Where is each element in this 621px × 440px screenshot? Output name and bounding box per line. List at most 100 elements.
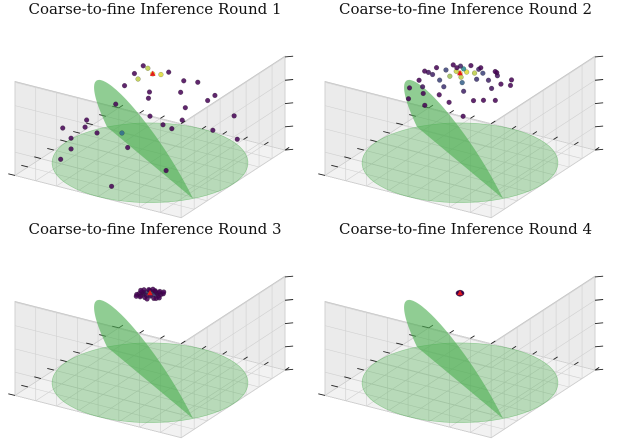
scatter-point xyxy=(166,69,172,75)
scatter-point xyxy=(480,70,486,76)
scatter-point xyxy=(125,145,131,151)
scatter-point xyxy=(492,97,498,103)
scatter-point xyxy=(420,90,426,96)
scatter-point xyxy=(471,98,477,104)
scatter-point xyxy=(422,68,428,74)
scatter-point xyxy=(234,136,240,142)
axis-ticks xyxy=(318,55,604,176)
chart-title: Coarse-to-fine Inference Round 1 xyxy=(28,0,282,18)
scatter-point xyxy=(231,113,237,119)
hemisphere-base xyxy=(51,122,249,203)
scatter-point xyxy=(205,98,211,104)
scatter-point xyxy=(122,83,128,89)
scatter-point xyxy=(147,113,153,119)
scatter-point xyxy=(507,82,513,88)
scatter-point xyxy=(498,81,504,87)
best-estimate-marker xyxy=(147,290,153,296)
scatter-point xyxy=(146,89,152,95)
scatter-point xyxy=(446,99,452,105)
scatter-point xyxy=(150,286,156,292)
chart-3d-axes xyxy=(8,275,294,439)
scatter-point xyxy=(464,69,470,75)
scatter-point xyxy=(441,84,447,90)
scatter-point xyxy=(472,70,478,76)
chart-3d-axes xyxy=(318,55,604,219)
chart-title: Coarse-to-fine Inference Round 3 xyxy=(28,220,282,238)
hemisphere-surface xyxy=(94,79,193,199)
best-estimate-marker xyxy=(149,70,156,76)
scatter-point xyxy=(492,69,498,75)
scatter-point xyxy=(434,65,440,71)
scatter-point xyxy=(119,130,125,136)
scatter-point xyxy=(131,71,137,77)
chart-title: Coarse-to-fine Inference Round 4 xyxy=(338,220,593,238)
scatter-points xyxy=(58,63,240,189)
scatter-point xyxy=(454,65,460,71)
scatter-point xyxy=(405,96,411,102)
scatter-point xyxy=(179,117,185,123)
scatter-point xyxy=(459,80,465,86)
scatter-point xyxy=(212,92,218,98)
hemisphere-base xyxy=(361,342,559,423)
scatter-point xyxy=(509,77,515,83)
hemisphere-surface xyxy=(404,79,503,199)
chart-3d-axes xyxy=(8,55,294,219)
scatter-point xyxy=(140,63,146,69)
scatter-point xyxy=(478,65,484,71)
chart-3d-axes xyxy=(318,275,604,439)
scatter-point xyxy=(182,105,188,111)
scatter-point xyxy=(135,76,141,82)
panel-round-1: Coarse-to-fine Inference Round 1 xyxy=(0,0,310,220)
scatter-point xyxy=(145,65,151,71)
scatter-point xyxy=(94,130,100,136)
scatter-points xyxy=(455,289,465,297)
best-estimate-marker xyxy=(457,290,463,296)
scatter-point xyxy=(169,126,175,132)
panel-round-3: Coarse-to-fine Inference Round 3 xyxy=(0,220,310,440)
scatter-point xyxy=(447,73,453,79)
hemisphere-base xyxy=(51,342,249,423)
scatter-point xyxy=(450,62,456,68)
panel-round-2: Coarse-to-fine Inference Round 2 xyxy=(310,0,621,220)
scatter-point xyxy=(422,102,428,108)
scatter-point xyxy=(84,117,90,123)
scatter-points xyxy=(133,286,167,302)
scatter-point xyxy=(474,76,480,82)
scatter-point xyxy=(158,72,164,78)
chart-title: Coarse-to-fine Inference Round 2 xyxy=(338,0,593,18)
scatter-point xyxy=(161,289,167,295)
scatter-point xyxy=(210,127,216,133)
scatter-point xyxy=(133,293,139,299)
scatter-point xyxy=(407,85,413,91)
scatter-point xyxy=(416,77,422,83)
scatter-point xyxy=(144,296,150,302)
scatter-point xyxy=(480,97,486,103)
hemisphere-base xyxy=(361,122,559,203)
scatter-points xyxy=(405,62,515,119)
scatter-point xyxy=(109,183,115,189)
hemisphere-surface xyxy=(404,299,503,419)
scatter-point xyxy=(489,85,495,91)
best-estimate-marker xyxy=(457,70,463,76)
scatter-point xyxy=(145,95,151,101)
scatter-point xyxy=(485,77,491,83)
scatter-point xyxy=(430,72,436,78)
panel-round-4: Coarse-to-fine Inference Round 4 xyxy=(310,220,621,440)
hemisphere-surface xyxy=(94,299,193,419)
scatter-point xyxy=(68,146,74,152)
scatter-point xyxy=(60,125,66,131)
scatter-point xyxy=(160,122,166,128)
scatter-point xyxy=(178,89,184,95)
scatter-point xyxy=(195,79,201,85)
scatter-point xyxy=(163,168,169,174)
scatter-point xyxy=(58,156,64,162)
scatter-point xyxy=(156,295,162,301)
scatter-point xyxy=(181,78,187,84)
scatter-point xyxy=(461,88,467,94)
scatter-point xyxy=(82,124,88,130)
scatter-point xyxy=(138,287,144,293)
scatter-point xyxy=(68,135,74,141)
scatter-point xyxy=(460,113,466,119)
scatter-point xyxy=(458,74,464,80)
scatter-point xyxy=(437,77,443,83)
